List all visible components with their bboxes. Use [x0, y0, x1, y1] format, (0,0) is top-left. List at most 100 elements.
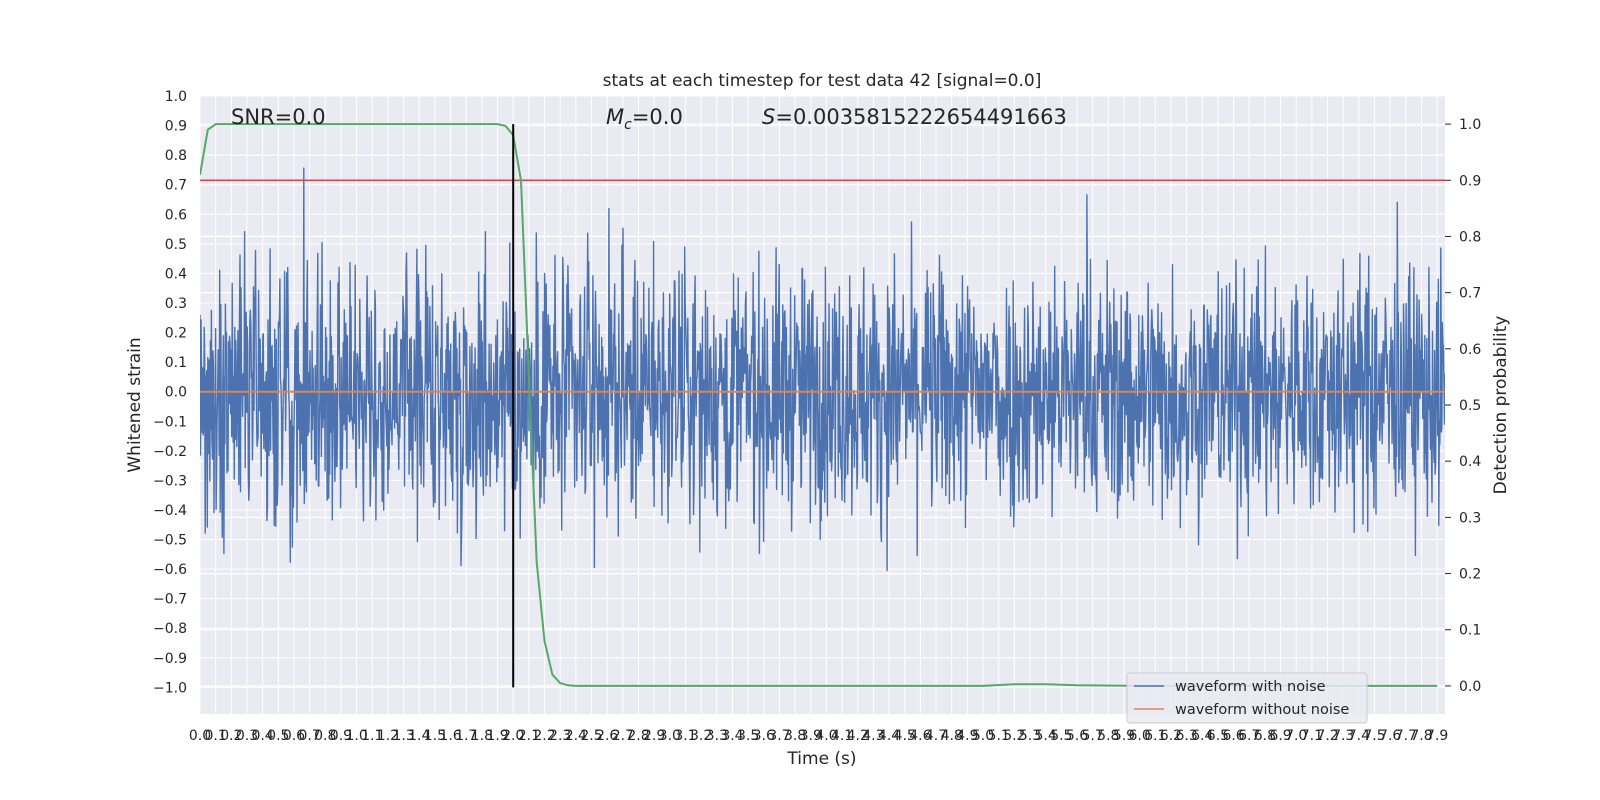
x-tick-label: 7.6 — [1379, 728, 1401, 744]
waveform-with-noise-line — [200, 167, 1445, 572]
y-tick-label-left: 0.9 — [165, 119, 187, 135]
x-tick-label: 3.4 — [721, 728, 743, 744]
x-tick-label: 2.9 — [643, 728, 665, 744]
x-tick-label: 4.6 — [909, 728, 931, 744]
x-tick-label: 3.0 — [659, 728, 681, 744]
x-tick-label: 2.3 — [549, 728, 571, 744]
y-tick-labels-right: 1.0 0.9 0.8 0.7 0.6 0.5 0.4 0.3 0.2 0.1 0.0 — [1445, 117, 1481, 695]
x-tick-label: 1.5 — [424, 728, 446, 744]
x-tick-label: 3.3 — [706, 728, 728, 744]
x-tick-label: 4.5 — [894, 728, 916, 744]
y-tick-label-left: −0.7 — [153, 592, 187, 608]
x-tick-label: 0.9 — [330, 728, 352, 744]
x-tick-labels: 0.00.10.20.30.40.50.60.70.80.91.01.11.21… — [189, 728, 1448, 744]
detection-probability-line — [200, 123, 1438, 687]
y-tick-label-right: 1.0 — [1459, 117, 1481, 133]
x-tick-label: 0.0 — [189, 728, 211, 744]
y-tick-label-left: 0.7 — [165, 178, 187, 194]
x-tick-label: 1.8 — [471, 728, 493, 744]
x-tick-label: 2.5 — [580, 728, 602, 744]
x-tick-label: 3.7 — [768, 728, 790, 744]
y-tick-label-left: −0.6 — [153, 562, 187, 578]
x-tick-label: 3.2 — [690, 728, 712, 744]
x-axis-label: Time (s) — [786, 749, 856, 769]
annotation-snr: SNR=0.0 — [231, 105, 326, 129]
y-tick-label-right: 0.1 — [1459, 623, 1481, 639]
x-tick-label: 5.0 — [972, 728, 994, 744]
x-tick-label: 2.0 — [502, 728, 524, 744]
x-tick-label: 0.3 — [236, 728, 258, 744]
y-tick-label-left: 0.1 — [165, 355, 187, 371]
x-tick-label: 6.1 — [1144, 728, 1166, 744]
y-tick-label-right: 0.6 — [1459, 342, 1481, 358]
x-tick-label: 3.5 — [737, 728, 759, 744]
x-tick-label: 3.6 — [753, 728, 775, 744]
x-tick-label: 1.6 — [439, 728, 461, 744]
x-tick-label: 0.6 — [283, 728, 305, 744]
x-tick-label: 6.7 — [1238, 728, 1260, 744]
x-tick-label: 1.2 — [377, 728, 399, 744]
mc-symbol: M — [606, 105, 624, 129]
x-tick-label: 3.1 — [674, 728, 696, 744]
x-tick-label: 6.9 — [1269, 728, 1291, 744]
x-tick-label: 4.9 — [956, 728, 978, 744]
x-tick-label: 7.3 — [1332, 728, 1354, 744]
x-tick-label: 5.1 — [988, 728, 1010, 744]
x-tick-label: 5.3 — [1019, 728, 1041, 744]
annotation-mc: Mc=0.0 — [606, 105, 683, 133]
y-tick-label-left: 1.0 — [165, 89, 187, 105]
y-tick-label-left: 0.3 — [165, 296, 187, 312]
x-tick-label: 6.0 — [1128, 728, 1150, 744]
x-tick-label: 1.7 — [455, 728, 477, 744]
x-tick-label: 0.8 — [314, 728, 336, 744]
y-tick-label-right: 0.3 — [1459, 510, 1481, 526]
x-tick-label: 0.7 — [298, 728, 320, 744]
y-tick-label-left: −0.4 — [153, 503, 187, 519]
x-tick-label: 4.2 — [847, 728, 869, 744]
y-axis-label-left: Whitened strain — [125, 337, 145, 472]
y-tick-label-left: −1.0 — [153, 680, 187, 696]
x-tick-label: 5.4 — [1035, 728, 1057, 744]
x-tick-label: 0.5 — [267, 728, 289, 744]
y-tick-label-right: 0.0 — [1459, 679, 1481, 695]
x-tick-label: 7.5 — [1363, 728, 1385, 744]
y-tick-label-right: 0.4 — [1459, 454, 1481, 470]
legend-label-noise: waveform with noise — [1175, 679, 1326, 695]
x-tick-label: 4.1 — [831, 728, 853, 744]
x-tick-label: 2.1 — [518, 728, 540, 744]
x-tick-label: 6.8 — [1254, 728, 1276, 744]
y-tick-label-left: 0.8 — [165, 148, 187, 164]
x-tick-label: 1.1 — [361, 728, 383, 744]
x-tick-label: 4.3 — [862, 728, 884, 744]
x-tick-label: 6.5 — [1207, 728, 1229, 744]
y-tick-label-left: 0.2 — [165, 326, 187, 342]
x-tick-label: 6.3 — [1175, 728, 1197, 744]
y-tick-label-left: −0.9 — [153, 651, 187, 667]
x-tick-label: 0.2 — [220, 728, 242, 744]
x-tick-label: 5.2 — [1003, 728, 1025, 744]
x-tick-label: 7.7 — [1395, 728, 1417, 744]
x-tick-label: 5.8 — [1097, 728, 1119, 744]
y-tick-label-right: 0.2 — [1459, 567, 1481, 583]
x-tick-label: 0.1 — [205, 728, 227, 744]
x-tick-label: 2.7 — [612, 728, 634, 744]
x-tick-label: 2.4 — [565, 728, 587, 744]
annotation-s: S=0.0035815222654491663 — [762, 105, 1067, 129]
x-tick-label: 1.9 — [486, 728, 508, 744]
x-tick-label: 6.4 — [1191, 728, 1213, 744]
y-tick-label-right: 0.8 — [1459, 229, 1481, 245]
y-tick-label-left: 0.5 — [165, 237, 187, 253]
x-tick-label: 3.9 — [800, 728, 822, 744]
chart-title: stats at each timestep for test data 42 … — [603, 71, 1042, 91]
x-tick-label: 5.6 — [1066, 728, 1088, 744]
x-tick-label: 4.4 — [878, 728, 900, 744]
mc-value: =0.0 — [632, 105, 683, 129]
x-tick-label: 7.9 — [1426, 728, 1448, 744]
x-tick-label: 7.1 — [1301, 728, 1323, 744]
x-tick-label: 1.0 — [345, 728, 367, 744]
y-axis-label-right: Detection probability — [1491, 316, 1511, 495]
x-tick-label: 4.7 — [925, 728, 947, 744]
y-tick-label-right: 0.7 — [1459, 286, 1481, 302]
x-tick-label: 6.2 — [1160, 728, 1182, 744]
